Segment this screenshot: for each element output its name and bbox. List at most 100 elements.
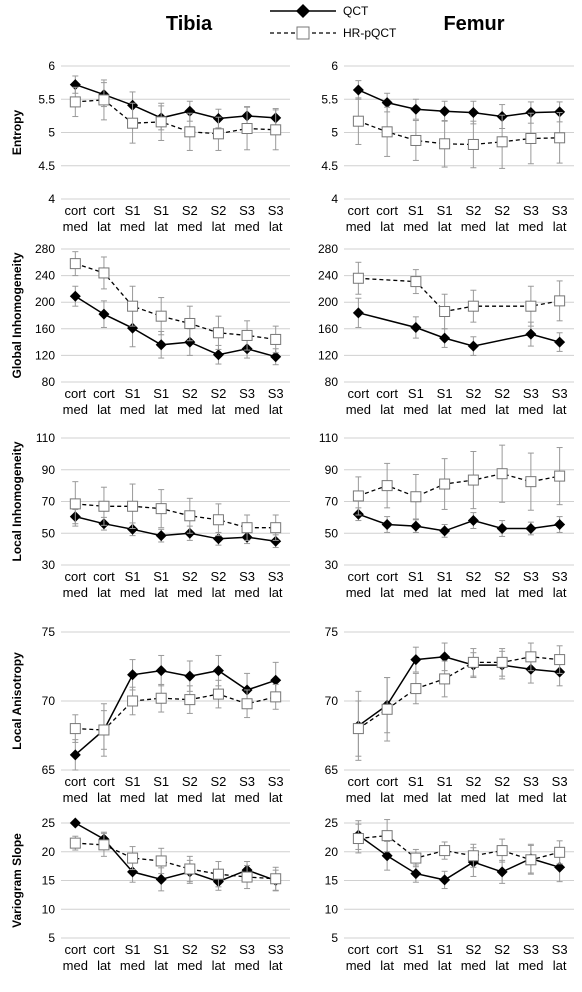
data-point <box>127 300 139 312</box>
x-tick-label: med <box>403 402 428 417</box>
data-point <box>554 846 566 858</box>
data-point <box>69 96 81 108</box>
x-tick-label: S3 <box>239 569 255 584</box>
y-tick-label: 110 <box>319 431 338 445</box>
x-tick-label: S1 <box>125 386 141 401</box>
data-point <box>241 871 253 883</box>
data-point <box>184 336 196 348</box>
x-tick-label: lat <box>438 958 452 973</box>
data-point <box>439 525 451 537</box>
data-point <box>155 665 167 677</box>
x-tick-label: S1 <box>437 942 453 957</box>
y-tick-label: 20 <box>325 845 339 859</box>
data-point <box>155 116 167 128</box>
series-qct <box>352 297 566 356</box>
data-point <box>439 105 451 117</box>
data-point <box>127 523 139 535</box>
panel-2-tibia: 80 120 160 200 240 280 Global Inhomogeneity cor… <box>10 242 290 417</box>
x-tick-label: S3 <box>239 942 255 957</box>
x-tick-label: lat <box>269 790 283 805</box>
x-tick-label: lat <box>212 402 226 417</box>
x-tick-label: lat <box>553 958 567 973</box>
x-tick-label: med <box>518 219 543 234</box>
data-point <box>467 300 479 312</box>
x-tick-label: S2 <box>465 386 481 401</box>
x-tick-label: cort <box>348 569 370 584</box>
data-point <box>155 855 167 867</box>
y-tick-label: 65 <box>325 763 339 777</box>
x-tick-label: lat <box>154 402 168 417</box>
x-tick-label: med <box>234 585 259 600</box>
series-hrpqct <box>69 481 282 541</box>
data-point <box>98 500 110 512</box>
y-tick-label: 15 <box>42 874 56 888</box>
x-tick-label: med <box>120 790 145 805</box>
y-tick-label: 15 <box>325 874 339 888</box>
x-tick-label: S2 <box>182 386 198 401</box>
panels: 44.555.56EntropycortmedcortlatS1medS1lat… <box>10 59 574 973</box>
x-tick-label: S3 <box>552 942 568 957</box>
data-point <box>525 300 537 312</box>
x-tick-label: S2 <box>210 386 226 401</box>
x-tick-label: S1 <box>153 774 169 789</box>
y-axis-label: Entropy <box>10 110 24 156</box>
panel-1-tibia: 44.555.56EntropycortmedcortlatS1medS1lat… <box>10 59 290 234</box>
data-point <box>410 321 422 333</box>
x-tick-label: S1 <box>125 774 141 789</box>
x-tick-label: S3 <box>239 386 255 401</box>
x-tick-label: lat <box>380 402 394 417</box>
x-tick-label: S1 <box>408 569 424 584</box>
data-point <box>381 519 393 531</box>
x-tick-label: med <box>234 958 259 973</box>
data-point <box>410 852 422 864</box>
data-point <box>270 691 282 703</box>
data-point <box>212 128 224 140</box>
col-title-tibia: Tibia <box>166 13 213 35</box>
x-tick-label: lat <box>269 402 283 417</box>
y-tick-label: 80 <box>325 375 339 389</box>
data-point <box>496 522 508 534</box>
x-tick-label: med <box>177 790 202 805</box>
y-tick-label: 75 <box>325 625 339 639</box>
x-tick-label: med <box>403 958 428 973</box>
x-tick-label: lat <box>212 219 226 234</box>
x-tick-label: S1 <box>125 942 141 957</box>
x-tick-label: cort <box>93 386 115 401</box>
y-tick-label: 160 <box>35 322 55 336</box>
data-point <box>381 830 393 842</box>
data-point <box>525 651 537 663</box>
data-point <box>439 874 451 886</box>
x-tick-label: med <box>518 958 543 973</box>
y-tick-label: 10 <box>42 902 56 916</box>
y-tick-label: 25 <box>325 816 339 830</box>
data-point <box>184 510 196 522</box>
data-point <box>69 817 81 829</box>
y-tick-label: 6 <box>331 59 338 73</box>
x-tick-label: med <box>234 402 259 417</box>
col-title-femur: Femur <box>443 13 504 35</box>
x-tick-label: S3 <box>268 942 284 957</box>
x-tick-label: lat <box>380 585 394 600</box>
x-tick-label: S1 <box>153 569 169 584</box>
x-tick-label: med <box>234 790 259 805</box>
y-tick-label: 65 <box>42 763 56 777</box>
data-point <box>410 134 422 146</box>
y-tick-label: 30 <box>325 558 339 572</box>
data-point <box>554 470 566 482</box>
x-tick-label: lat <box>97 958 111 973</box>
x-tick-label: lat <box>553 790 567 805</box>
data-point <box>98 94 110 106</box>
x-tick-label: cort <box>348 774 370 789</box>
y-tick-label: 50 <box>42 526 56 540</box>
x-tick-label: med <box>120 585 145 600</box>
panel-5-femur: 510152025cortmedcortlatS1medS1latS2medS2… <box>325 816 574 973</box>
x-tick-label: lat <box>212 958 226 973</box>
data-point <box>212 349 224 361</box>
y-tick-label: 25 <box>42 816 56 830</box>
legend-hrpqct-marker <box>296 26 310 40</box>
series-hrpqct <box>352 444 566 520</box>
x-tick-label: med <box>403 219 428 234</box>
x-tick-label: S1 <box>437 203 453 218</box>
x-tick-label: lat <box>553 585 567 600</box>
series-line <box>74 669 276 756</box>
